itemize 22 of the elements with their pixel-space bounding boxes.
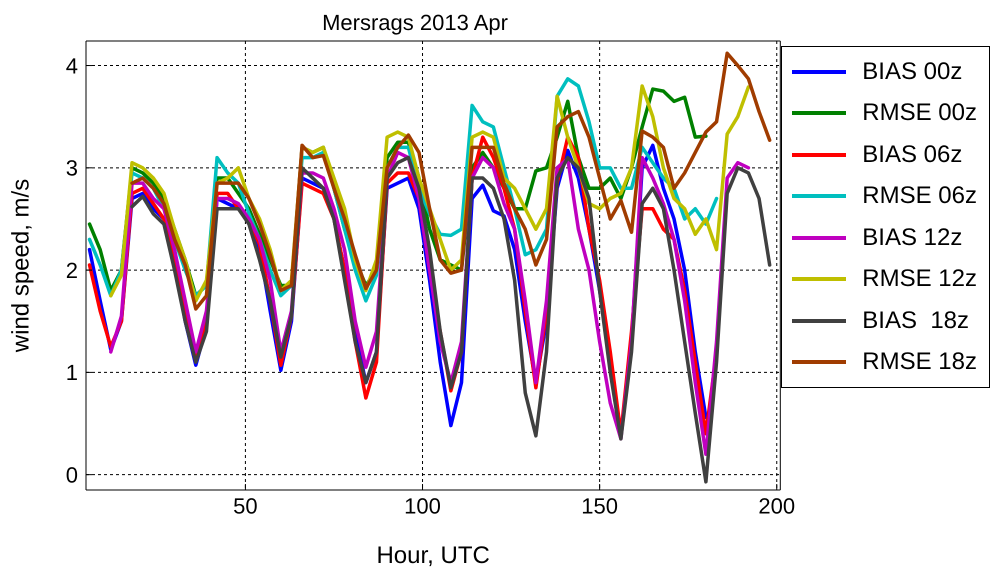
x-tick-label: 200 — [758, 494, 796, 519]
line-series — [130, 52, 772, 311]
y-tick-label: 3 — [66, 156, 78, 181]
legend-label: RMSE 18z — [862, 348, 977, 376]
legend-label: BIAS 00z — [862, 58, 962, 86]
y-tick-label: 2 — [66, 258, 78, 283]
y-tick-label: 0 — [66, 462, 78, 488]
y-tick-label: 4 — [66, 53, 78, 78]
legend-label: RMSE 06z — [862, 182, 977, 210]
x-tick-label: 50 — [233, 494, 258, 519]
legend-label: BIAS 18z — [862, 306, 970, 335]
chart-title: Mersrags 2013 Apr — [321, 10, 509, 36]
legend-label: BIAS 12z — [862, 224, 962, 252]
line-series — [130, 156, 772, 484]
x-axis-title: Hour, UTC — [376, 542, 490, 569]
y-axis-title: wind speed, m/s — [8, 178, 35, 354]
legend-label: RMSE 12z — [862, 265, 977, 294]
x-tick-label: 150 — [581, 494, 618, 519]
x-tick-label: 100 — [404, 494, 441, 519]
y-tick-label: 1 — [66, 360, 78, 386]
legend-label: BIAS 06z — [862, 140, 962, 169]
legend-label: RMSE 00z — [862, 99, 977, 128]
